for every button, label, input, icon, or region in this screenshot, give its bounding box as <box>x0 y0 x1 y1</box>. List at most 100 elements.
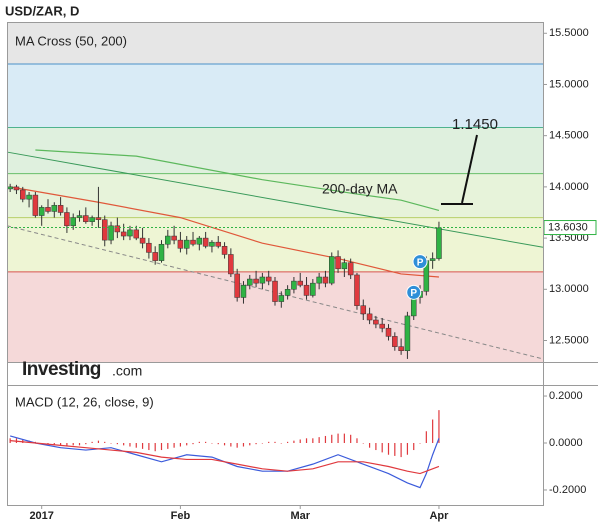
histogram-bar <box>362 443 364 444</box>
histogram-bar <box>217 443 219 445</box>
candle-body <box>247 278 253 286</box>
histogram-bar <box>198 441 200 444</box>
candle-body <box>278 295 285 302</box>
y-tick-label: 15.5000 <box>549 27 589 39</box>
candle-body <box>221 246 228 255</box>
candle-body <box>240 284 247 298</box>
histogram-bar <box>236 443 238 448</box>
candle-body <box>379 323 385 329</box>
histogram-bar <box>406 443 409 455</box>
histogram-bar <box>274 441 276 444</box>
annotation-text: 200-day MA <box>322 181 398 197</box>
histogram-bar <box>425 431 427 444</box>
histogram-bar <box>387 443 390 455</box>
histogram-bar <box>129 443 131 447</box>
y-tick-label: 14.5000 <box>549 130 589 142</box>
histogram-bar <box>255 443 257 445</box>
candle-body <box>385 327 392 337</box>
series-line <box>9 435 440 489</box>
histogram-bar <box>160 443 163 451</box>
candle-body <box>196 237 203 245</box>
y-tick-label: 13.0000 <box>549 283 589 295</box>
x-tick-label: Feb <box>171 510 191 522</box>
histogram-bar <box>60 443 62 446</box>
candle-body <box>366 313 373 321</box>
histogram-bar <box>350 434 352 444</box>
histogram-bar <box>293 440 295 444</box>
histogram-bar <box>78 443 81 446</box>
candle-body <box>114 225 121 233</box>
candle-body <box>183 239 190 249</box>
candle-body <box>404 315 411 351</box>
candle-body <box>228 254 234 275</box>
histogram-bar <box>312 438 314 444</box>
histogram-bar <box>299 439 301 444</box>
x-tick-label: 2017 <box>29 510 53 522</box>
histogram-bar <box>438 410 440 444</box>
histogram-bar <box>205 441 207 444</box>
y-tick-label: 15.0000 <box>549 78 589 90</box>
level-band <box>7 217 543 272</box>
histogram-bar <box>368 443 371 448</box>
candle-body <box>310 282 316 296</box>
candle-body <box>284 289 291 296</box>
candle-body <box>146 242 152 253</box>
histogram-bar <box>400 443 402 458</box>
candle-body <box>316 276 322 284</box>
histogram-bar <box>343 433 345 444</box>
candle-body <box>341 262 348 270</box>
candle-body <box>303 284 310 296</box>
histogram-bar <box>123 443 125 446</box>
candle-body <box>209 241 215 247</box>
y-tick-label: 0.2000 <box>549 390 583 402</box>
event-marker-label: P <box>410 288 417 299</box>
plot-frame <box>7 22 544 506</box>
level-band <box>7 63 543 128</box>
histogram-bar <box>135 443 137 448</box>
histogram-bar <box>287 441 289 444</box>
candle-body <box>95 217 102 220</box>
candle-body <box>436 227 442 259</box>
candle-body <box>265 276 272 282</box>
candle-body <box>165 235 171 245</box>
x-tick-label: Apr <box>429 510 449 522</box>
candle-body <box>70 217 76 227</box>
histogram-bar <box>116 443 118 445</box>
histogram-bar <box>394 443 396 456</box>
candle-body <box>253 278 259 284</box>
candle-body <box>120 231 127 237</box>
candle-body <box>108 225 114 241</box>
histogram-bar <box>167 443 169 449</box>
candle-body <box>89 217 95 222</box>
candle-body <box>32 194 39 216</box>
candle-body <box>429 258 436 261</box>
last-price-label: 13.6030 <box>548 221 588 233</box>
candle-body <box>373 319 379 325</box>
histogram-bar <box>223 443 226 446</box>
candle-body <box>297 280 303 286</box>
histogram-bar <box>305 438 308 444</box>
candle-body <box>38 207 45 216</box>
candle-body <box>57 205 64 213</box>
candle-body <box>152 252 158 261</box>
candle-body <box>76 215 83 218</box>
annotation-1450: 1.1450 <box>441 116 498 205</box>
histogram-bar <box>186 443 188 446</box>
candle-body <box>259 276 266 284</box>
y-tick-label: 14.0000 <box>549 181 589 193</box>
page-title: USD/ZAR, D <box>5 3 79 18</box>
histogram-bar <box>211 443 213 444</box>
candle-body <box>234 273 240 298</box>
candle-body <box>133 229 140 239</box>
event-marker <box>406 284 422 300</box>
candle-body <box>329 256 335 284</box>
candle-body <box>215 241 221 247</box>
histogram-bar <box>249 443 251 446</box>
histogram-bar <box>192 443 194 445</box>
histogram-bar <box>413 443 415 451</box>
histogram-bar <box>173 443 175 448</box>
histogram-bar <box>85 443 87 445</box>
level-band <box>7 127 543 174</box>
series-line <box>6 151 544 248</box>
